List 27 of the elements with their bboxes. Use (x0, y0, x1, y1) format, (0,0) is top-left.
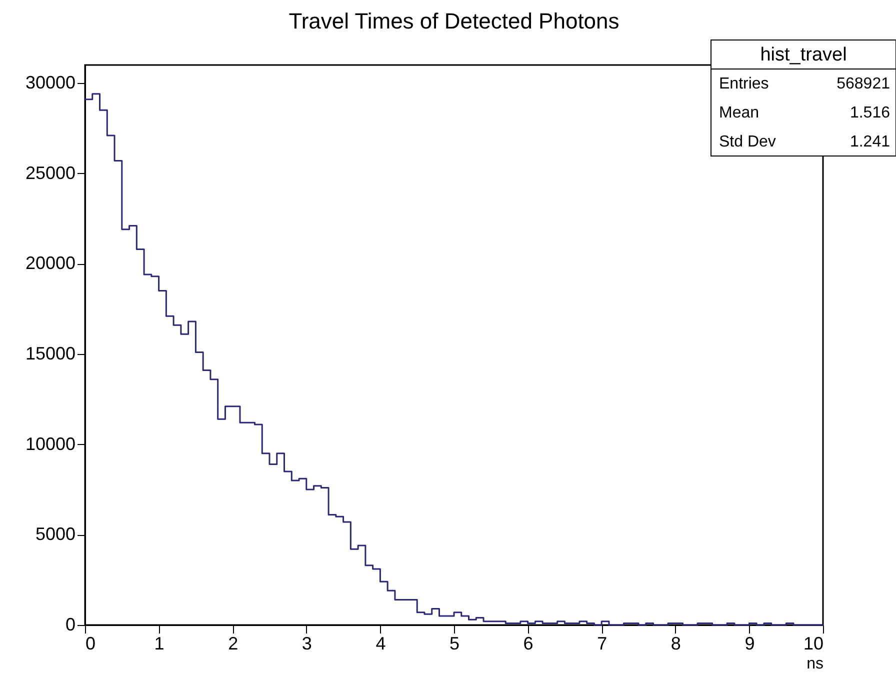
x-tick-label: 4 (376, 634, 386, 654)
text: 1.516 (850, 104, 890, 122)
y-tick-label: 30000 (25, 72, 76, 93)
annotation: hist_travel (760, 44, 847, 66)
x-tick-label: 3 (302, 634, 312, 654)
x-tick-label: 7 (597, 634, 608, 654)
x-tick-label: 10 (803, 634, 824, 654)
y-tick-label: 10000 (25, 434, 76, 454)
x-tick-label: 8 (670, 634, 681, 654)
chart-title: Travel Times of Detected Photons (288, 8, 620, 34)
y-tick-label: 5000 (35, 524, 76, 544)
y-tick-label: 0 (65, 614, 76, 634)
y-tick-label: 25000 (25, 162, 76, 183)
text: 1.241 (850, 134, 890, 150)
x-tick-label: 6 (523, 634, 534, 654)
x-tick-label: 1 (154, 634, 164, 654)
x-tick-label: 2 (228, 634, 238, 654)
x-tick-label: 0 (86, 634, 96, 654)
annotation: Std Dev (719, 134, 776, 150)
x-tick-label: 5 (449, 634, 460, 654)
y-tick-label: 15000 (25, 344, 76, 364)
x-axis-title: ns (806, 656, 824, 672)
annotation: Mean (719, 104, 760, 122)
y-tick-label: 20000 (25, 253, 76, 274)
text: 568921 (836, 76, 890, 92)
annotation: Entries (719, 76, 769, 92)
x-tick-label: 9 (744, 634, 755, 654)
